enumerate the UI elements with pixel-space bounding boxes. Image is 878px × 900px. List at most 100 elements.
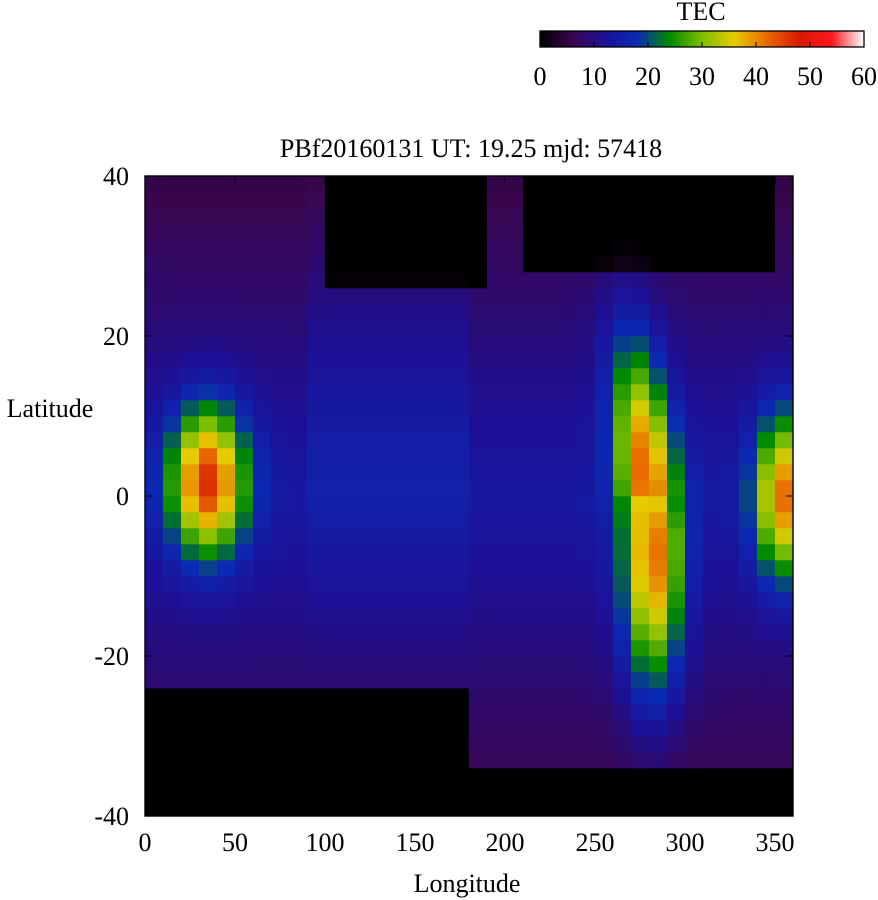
heatmap-cell xyxy=(595,752,614,769)
heatmap-cell xyxy=(613,720,632,737)
heatmap-cell xyxy=(523,592,542,609)
heatmap-cell xyxy=(757,592,776,609)
heatmap-cell xyxy=(253,448,272,465)
heatmap-cell xyxy=(271,480,290,497)
heatmap-cell xyxy=(415,704,434,721)
heatmap-cell xyxy=(217,656,236,673)
heatmap-cell xyxy=(271,800,290,817)
colorbar-tick-label: 60 xyxy=(851,62,877,91)
heatmap-cell xyxy=(667,512,686,529)
heatmap-cell xyxy=(325,176,344,193)
heatmap-cell xyxy=(163,784,182,801)
heatmap-cell xyxy=(739,640,758,657)
heatmap-cell xyxy=(235,560,254,577)
heatmap-cell xyxy=(451,288,470,305)
heatmap-cell xyxy=(145,496,164,513)
heatmap-cell xyxy=(163,304,182,321)
heatmap-cell xyxy=(217,208,236,225)
heatmap-cell xyxy=(307,544,326,561)
heatmap-cell xyxy=(415,640,434,657)
heatmap-cell xyxy=(541,464,560,481)
heatmap-cell xyxy=(451,624,470,641)
heatmap-cell xyxy=(721,464,740,481)
heatmap-cell xyxy=(271,368,290,385)
heatmap-cell xyxy=(739,560,758,577)
heatmap-cell xyxy=(217,352,236,369)
heatmap-cell xyxy=(271,672,290,689)
heatmap-cell xyxy=(397,288,416,305)
heatmap-cell xyxy=(685,736,704,753)
heatmap-cell xyxy=(703,384,722,401)
heatmap-cell xyxy=(775,256,794,273)
heatmap-cell xyxy=(469,752,488,769)
heatmap-cell xyxy=(451,768,470,785)
heatmap-cell xyxy=(325,208,344,225)
heatmap-cell xyxy=(523,640,542,657)
heatmap-cell xyxy=(757,368,776,385)
heatmap-cell xyxy=(181,688,200,705)
heatmap-cell xyxy=(325,576,344,593)
heatmap-cell xyxy=(631,320,650,337)
heatmap-cell xyxy=(505,256,524,273)
heatmap-cell xyxy=(415,336,434,353)
heatmap-cell xyxy=(145,672,164,689)
heatmap-cell xyxy=(559,688,578,705)
heatmap-cell xyxy=(253,592,272,609)
heatmap-cell xyxy=(577,640,596,657)
heatmap-cell xyxy=(163,464,182,481)
heatmap-cell xyxy=(613,768,632,785)
heatmap-cell xyxy=(379,352,398,369)
heatmap-cell xyxy=(235,176,254,193)
heatmap-cell xyxy=(649,496,668,513)
heatmap-cell xyxy=(721,352,740,369)
heatmap-cell xyxy=(199,784,218,801)
heatmap-cell xyxy=(631,608,650,625)
heatmap-cell xyxy=(649,192,668,209)
heatmap-cell xyxy=(289,480,308,497)
heatmap-cell xyxy=(307,256,326,273)
heatmap-cell xyxy=(541,240,560,257)
heatmap-cell xyxy=(271,192,290,209)
heatmap-cell xyxy=(487,544,506,561)
heatmap-cell xyxy=(613,368,632,385)
heatmap-cell xyxy=(289,544,308,561)
heatmap-cell xyxy=(505,432,524,449)
heatmap-cell xyxy=(613,784,632,801)
heatmap-cell xyxy=(163,384,182,401)
heatmap-cell xyxy=(451,336,470,353)
heatmap-cell xyxy=(325,368,344,385)
heatmap-cell xyxy=(307,352,326,369)
heatmap-cell xyxy=(685,560,704,577)
heatmap-cell xyxy=(343,752,362,769)
heatmap-cell xyxy=(649,624,668,641)
heatmap-cell xyxy=(433,592,452,609)
heatmap-cell xyxy=(757,752,776,769)
heatmap-cell xyxy=(379,416,398,433)
heatmap-cell xyxy=(415,224,434,241)
heatmap-cell xyxy=(181,800,200,817)
y-axis: 40 20 0 -20 -40 xyxy=(94,162,793,831)
heatmap-cell xyxy=(217,496,236,513)
heatmap-cell xyxy=(739,416,758,433)
heatmap-cell xyxy=(343,640,362,657)
heatmap-cell xyxy=(703,736,722,753)
heatmap-cell xyxy=(397,448,416,465)
heatmap-cell xyxy=(343,320,362,337)
heatmap-cell xyxy=(631,640,650,657)
heatmap-cell xyxy=(541,752,560,769)
heatmap-cell xyxy=(181,352,200,369)
heatmap-cell xyxy=(649,176,668,193)
heatmap-cell xyxy=(415,656,434,673)
heatmap-cell xyxy=(775,272,794,289)
heatmap-cell xyxy=(217,448,236,465)
heatmap-cell xyxy=(379,320,398,337)
x-tick-label: 100 xyxy=(306,828,345,857)
heatmap-cell xyxy=(613,464,632,481)
heatmap-cell xyxy=(703,720,722,737)
heatmap-cell xyxy=(577,736,596,753)
heatmap-cell xyxy=(235,528,254,545)
heatmap-cell xyxy=(307,560,326,577)
heatmap-cell xyxy=(703,608,722,625)
heatmap-cell xyxy=(631,800,650,817)
heatmap-cell xyxy=(649,432,668,449)
